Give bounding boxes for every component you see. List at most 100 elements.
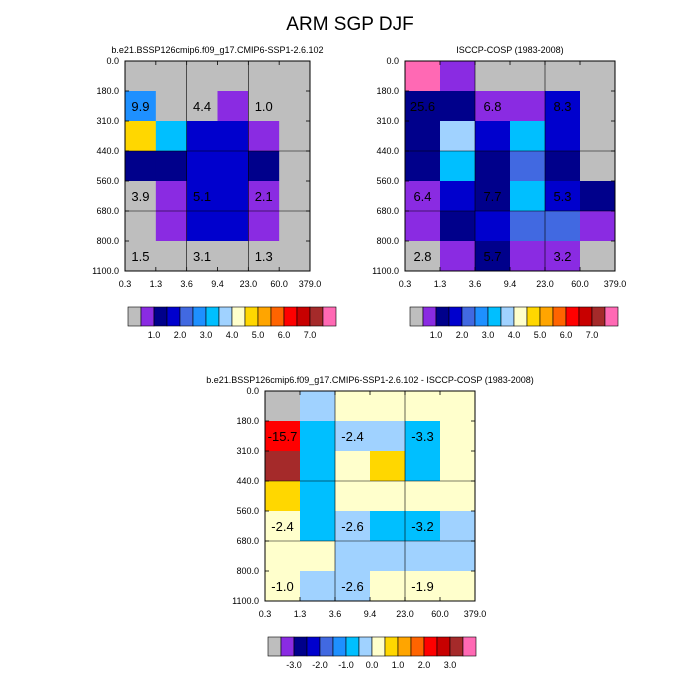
heatmap-cell — [440, 571, 476, 602]
x-tick-label: 3.6 — [180, 279, 193, 289]
cell-value-label: -15.7 — [268, 429, 298, 444]
heatmap-cell — [279, 181, 311, 212]
cell-value-label: 2.8 — [413, 249, 431, 264]
colorbar-swatch — [192, 306, 207, 327]
colorbar-swatch — [280, 636, 295, 657]
heatmap-cell — [580, 241, 616, 272]
y-tick-label: 180.0 — [236, 416, 259, 426]
colorbar-swatch — [552, 306, 567, 327]
cell-value-label: -3.2 — [411, 519, 433, 534]
heatmap-cell — [405, 151, 441, 182]
heatmap-cell — [510, 151, 546, 182]
cell-value-label: 2.1 — [255, 189, 273, 204]
heatmap-cell — [265, 451, 301, 482]
colorbar-swatch — [410, 636, 425, 657]
colorbar-label: 2.0 — [174, 330, 187, 340]
heatmap-cell — [440, 211, 476, 242]
cell-value-label: 4.4 — [193, 99, 211, 114]
colorbar-label: -2.0 — [312, 660, 328, 670]
cell-value-label: -2.4 — [341, 429, 363, 444]
y-tick-label: 680.0 — [376, 206, 399, 216]
heatmap-cell — [370, 451, 406, 482]
heatmap-cell — [405, 541, 441, 572]
heatmap-cell — [186, 61, 218, 92]
colorbar-swatch — [306, 636, 321, 657]
colorbar-label: -1.0 — [338, 660, 354, 670]
colorbar-swatch — [449, 636, 464, 657]
heatmap-cell — [370, 541, 406, 572]
heatmap-cell — [370, 391, 406, 422]
colorbar-swatch — [462, 636, 477, 657]
colorbar-swatch — [218, 306, 233, 327]
heatmap-cell — [580, 91, 616, 122]
heatmap-cell — [279, 61, 311, 92]
heatmap-cell — [279, 151, 311, 182]
colorbar-label: 7.0 — [304, 330, 317, 340]
cell-value-label: 25.6 — [410, 99, 435, 114]
x-tick-label: 1.3 — [294, 609, 307, 619]
heatmap-cell — [510, 61, 546, 92]
heatmap-cell — [335, 451, 371, 482]
y-tick-label: 800.0 — [236, 566, 259, 576]
heatmap-cell — [335, 511, 371, 542]
heatmap-cell — [125, 181, 157, 212]
cell-value-label: -2.6 — [341, 519, 363, 534]
colorbar-label: 2.0 — [418, 660, 431, 670]
heatmap-cell — [545, 241, 581, 272]
heatmap-cell — [405, 421, 441, 452]
heatmap-cell — [405, 481, 441, 512]
heatmap-cell — [405, 91, 441, 122]
heatmap-cell — [545, 91, 581, 122]
colorbar-label: 3.0 — [200, 330, 213, 340]
colorbar-swatch — [244, 306, 259, 327]
colorbar-label: 1.0 — [430, 330, 443, 340]
heatmap-cell — [475, 151, 511, 182]
heatmap-cell — [440, 91, 476, 122]
colorbar-swatch — [409, 306, 424, 327]
colorbar-label: 0.0 — [366, 660, 379, 670]
panel-2-title: ISCCP-COSP (1983-2008) — [456, 45, 563, 55]
y-tick-label: 800.0 — [96, 236, 119, 246]
heatmap-cell — [265, 481, 301, 512]
cell-value-label: 5.1 — [193, 189, 211, 204]
heatmap-cell — [279, 211, 311, 242]
heatmap-cell — [440, 481, 476, 512]
heatmap-cell — [440, 241, 476, 272]
cell-value-label: 9.9 — [131, 99, 149, 114]
heatmap-cell — [405, 211, 441, 242]
heatmap-cell — [405, 391, 441, 422]
heatmap-cell — [405, 241, 441, 272]
y-tick-label: 1100.0 — [92, 266, 119, 276]
heatmap-cell — [475, 61, 511, 92]
colorbar-swatch — [591, 306, 606, 327]
colorbar-swatch — [267, 636, 282, 657]
heatmap-cell — [475, 91, 511, 122]
colorbar-swatch — [270, 306, 285, 327]
colorbar-label: 1.0 — [392, 660, 405, 670]
heatmap-cell — [475, 181, 511, 212]
heatmap-cell — [125, 61, 157, 92]
heatmap-cell — [155, 211, 188, 242]
cell-value-label: 8.3 — [553, 99, 571, 114]
heatmap-cell — [248, 181, 280, 212]
colorbar-swatch — [371, 636, 386, 657]
heatmap-cell — [545, 61, 581, 92]
heatmap-cell — [335, 481, 371, 512]
heatmap-cell — [186, 91, 218, 122]
heatmap-cell — [265, 571, 301, 602]
heatmap-cell — [370, 481, 406, 512]
heatmap-cell — [370, 571, 406, 602]
y-tick-label: 180.0 — [376, 86, 399, 96]
y-tick-label: 560.0 — [236, 506, 259, 516]
cell-value-label: 6.8 — [483, 99, 501, 114]
heatmap-cell — [440, 541, 476, 572]
colorbar-swatch — [436, 636, 451, 657]
heatmap-cell — [510, 241, 546, 272]
y-tick-label: 180.0 — [96, 86, 119, 96]
heatmap-cell — [545, 151, 581, 182]
colorbar-swatch — [604, 306, 619, 327]
y-tick-label: 440.0 — [96, 146, 119, 156]
cell-value-label: 6.4 — [413, 189, 431, 204]
cell-value-label: 3.2 — [553, 249, 571, 264]
